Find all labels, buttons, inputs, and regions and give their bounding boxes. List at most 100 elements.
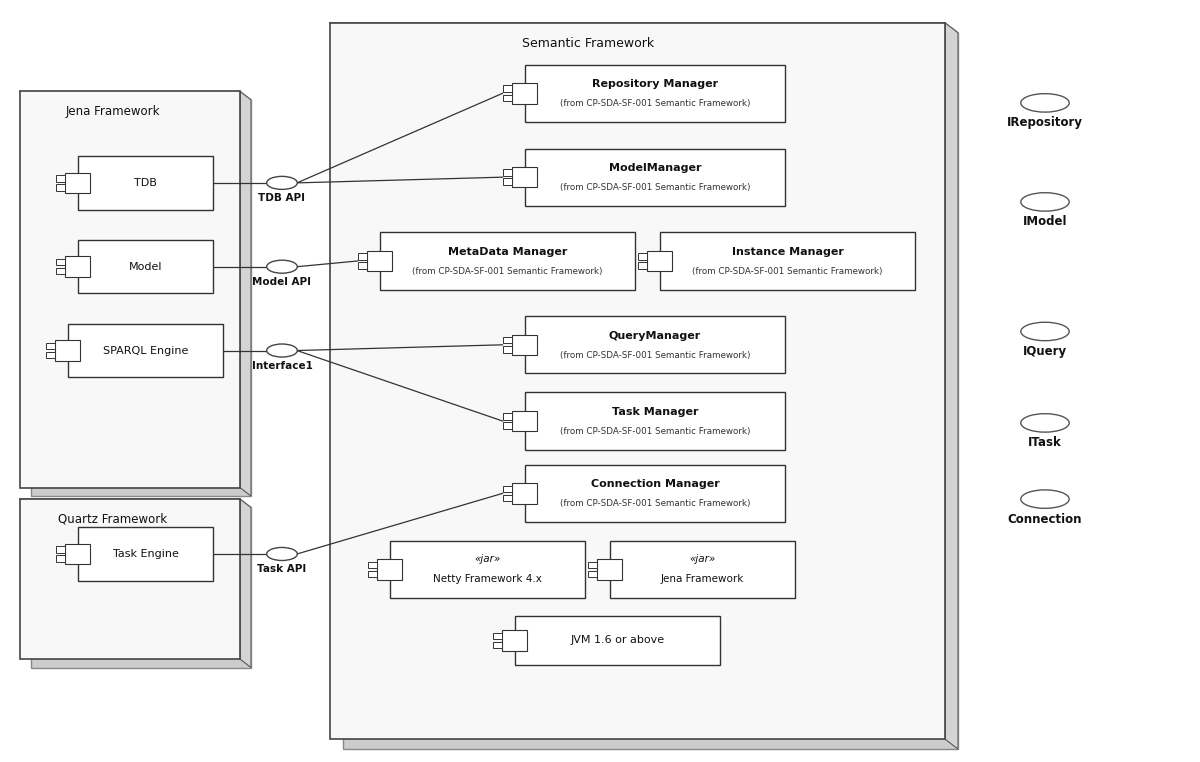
Ellipse shape [266, 344, 298, 357]
Text: Repository Manager: Repository Manager [592, 79, 718, 89]
Text: Jena Framework: Jena Framework [661, 575, 744, 584]
FancyBboxPatch shape [526, 65, 785, 122]
Bar [65, 544, 90, 564]
Text: Semantic Framework: Semantic Framework [522, 37, 654, 50]
Text: JVM 1.6 or above: JVM 1.6 or above [570, 636, 665, 645]
Bar [377, 559, 402, 580]
Text: Interface1: Interface1 [252, 361, 312, 371]
Text: ModelManager: ModelManager [608, 163, 701, 173]
Text: SPARQL Engine: SPARQL Engine [103, 345, 188, 356]
Ellipse shape [1021, 414, 1069, 432]
FancyBboxPatch shape [20, 499, 240, 659]
FancyBboxPatch shape [343, 33, 958, 749]
Ellipse shape [266, 547, 298, 561]
FancyBboxPatch shape [31, 100, 251, 496]
Bar [359, 262, 367, 269]
Bar [504, 495, 512, 501]
Text: (from CP-SDA-SF-001 Semantic Framework): (from CP-SDA-SF-001 Semantic Framework) [559, 499, 750, 508]
Text: Task Manager: Task Manager [612, 407, 698, 417]
Bar [65, 257, 90, 277]
Text: «jar»: «jar» [689, 554, 715, 565]
Bar [359, 253, 367, 260]
Ellipse shape [1021, 94, 1069, 112]
Polygon shape [330, 23, 958, 33]
Text: (from CP-SDA-SF-001 Semantic Framework): (from CP-SDA-SF-001 Semantic Framework) [559, 183, 750, 192]
Bar [56, 175, 66, 181]
Bar [511, 335, 536, 355]
FancyBboxPatch shape [515, 616, 720, 665]
Text: Connection Manager: Connection Manager [590, 479, 719, 489]
FancyBboxPatch shape [610, 541, 794, 598]
Bar [511, 411, 536, 431]
Text: «jar»: «jar» [474, 554, 500, 565]
FancyBboxPatch shape [78, 156, 214, 210]
Bar [511, 167, 536, 187]
Polygon shape [240, 91, 251, 496]
Bar [596, 559, 622, 580]
Bar [647, 251, 672, 271]
FancyBboxPatch shape [526, 149, 785, 206]
Ellipse shape [266, 260, 298, 274]
Bar [493, 632, 503, 639]
Bar [56, 259, 66, 265]
Bar [504, 346, 512, 353]
Text: Model: Model [128, 261, 162, 272]
Bar [366, 251, 391, 271]
Text: (from CP-SDA-SF-001 Semantic Framework): (from CP-SDA-SF-001 Semantic Framework) [413, 267, 602, 276]
Bar [504, 413, 512, 420]
Bar [502, 630, 527, 651]
Bar [504, 178, 512, 185]
Text: (from CP-SDA-SF-001 Semantic Framework): (from CP-SDA-SF-001 Semantic Framework) [559, 351, 750, 360]
Text: IModel: IModel [1022, 216, 1067, 229]
Bar [493, 642, 503, 648]
Text: TDB API: TDB API [258, 194, 306, 203]
FancyBboxPatch shape [20, 91, 240, 488]
Bar [368, 562, 377, 568]
Text: MetaData Manager: MetaData Manager [448, 247, 568, 257]
Polygon shape [240, 499, 251, 668]
Text: (from CP-SDA-SF-001 Semantic Framework): (from CP-SDA-SF-001 Semantic Framework) [692, 267, 883, 276]
Bar [56, 555, 66, 562]
Text: (from CP-SDA-SF-001 Semantic Framework): (from CP-SDA-SF-001 Semantic Framework) [559, 99, 750, 108]
Bar [56, 268, 66, 274]
Text: Instance Manager: Instance Manager [732, 247, 844, 257]
Bar [504, 422, 512, 429]
Bar [504, 85, 512, 92]
FancyBboxPatch shape [526, 316, 785, 373]
FancyBboxPatch shape [31, 507, 251, 668]
Text: Quartz Framework: Quartz Framework [58, 513, 167, 526]
Text: Jena Framework: Jena Framework [65, 105, 160, 118]
Bar [47, 352, 55, 358]
Bar [588, 562, 598, 568]
Bar [504, 485, 512, 492]
Polygon shape [20, 499, 251, 507]
FancyBboxPatch shape [390, 541, 586, 598]
FancyBboxPatch shape [330, 23, 946, 739]
Polygon shape [20, 91, 251, 100]
Bar [504, 337, 512, 344]
Bar [47, 343, 55, 349]
Text: Task API: Task API [257, 564, 307, 575]
Bar [588, 571, 598, 578]
Text: ITask: ITask [1028, 437, 1062, 450]
FancyBboxPatch shape [78, 240, 214, 293]
Text: Task Engine: Task Engine [113, 549, 179, 559]
Bar [54, 340, 79, 360]
Bar [504, 169, 512, 176]
Text: (from CP-SDA-SF-001 Semantic Framework): (from CP-SDA-SF-001 Semantic Framework) [559, 427, 750, 436]
Bar [638, 262, 648, 269]
Ellipse shape [1021, 193, 1069, 211]
FancyBboxPatch shape [78, 527, 214, 581]
Bar [56, 546, 66, 552]
Bar [638, 253, 648, 260]
Text: Netty Framework 4.x: Netty Framework 4.x [433, 575, 542, 584]
Bar [511, 483, 536, 504]
FancyBboxPatch shape [660, 232, 916, 290]
Text: QueryManager: QueryManager [608, 331, 701, 341]
Text: TDB: TDB [134, 178, 157, 188]
Bar [511, 83, 536, 104]
Polygon shape [946, 23, 958, 749]
Ellipse shape [1021, 322, 1069, 341]
Ellipse shape [1021, 490, 1069, 508]
Bar [368, 571, 377, 578]
